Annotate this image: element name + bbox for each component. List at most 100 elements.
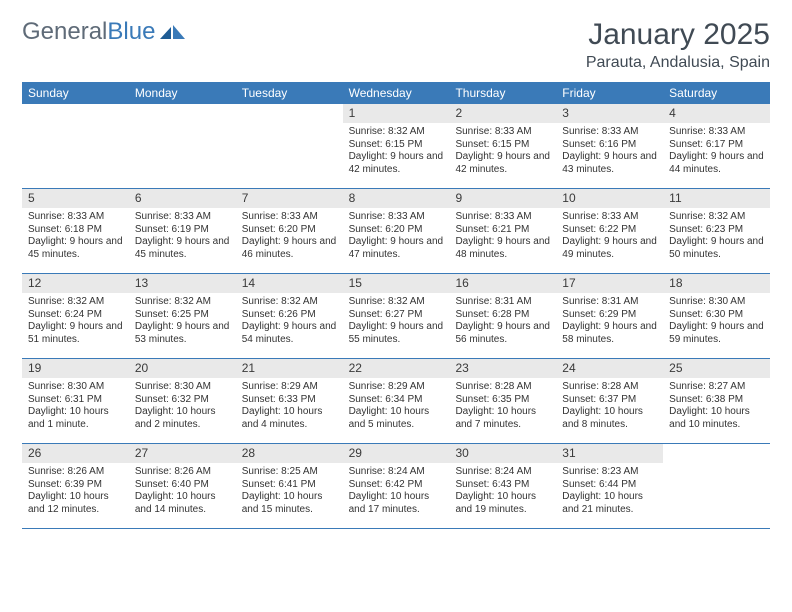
title-block: January 2025 Parauta, Andalusia, Spain <box>586 18 770 72</box>
sunset-line: Sunset: 6:19 PM <box>135 224 230 237</box>
sunrise-line: Sunrise: 8:29 AM <box>349 381 444 394</box>
day-number: 26 <box>22 444 129 463</box>
daylight-line: Daylight: 9 hours and 59 minutes. <box>669 321 764 346</box>
sunset-line: Sunset: 6:25 PM <box>135 309 230 322</box>
daylight-line: Daylight: 10 hours and 10 minutes. <box>669 406 764 431</box>
calendar-day-cell: 20Sunrise: 8:30 AMSunset: 6:32 PMDayligh… <box>129 359 236 443</box>
daylight-line: Daylight: 9 hours and 51 minutes. <box>28 321 123 346</box>
day-number: 23 <box>449 359 556 378</box>
daylight-line: Daylight: 9 hours and 56 minutes. <box>455 321 550 346</box>
calendar-day-cell: 28Sunrise: 8:25 AMSunset: 6:41 PMDayligh… <box>236 444 343 528</box>
calendar-week-row: 19Sunrise: 8:30 AMSunset: 6:31 PMDayligh… <box>22 359 770 444</box>
day-body: Sunrise: 8:33 AMSunset: 6:17 PMDaylight:… <box>663 123 770 181</box>
sunrise-line: Sunrise: 8:33 AM <box>135 211 230 224</box>
day-number: 3 <box>556 104 663 123</box>
day-of-week-header: SundayMondayTuesdayWednesdayThursdayFrid… <box>22 82 770 104</box>
daylight-line: Daylight: 9 hours and 54 minutes. <box>242 321 337 346</box>
sunset-line: Sunset: 6:22 PM <box>562 224 657 237</box>
day-number: 20 <box>129 359 236 378</box>
sunset-line: Sunset: 6:39 PM <box>28 479 123 492</box>
sunset-line: Sunset: 6:33 PM <box>242 394 337 407</box>
logo-text: GeneralBlue <box>22 18 155 46</box>
sunset-line: Sunset: 6:15 PM <box>349 139 444 152</box>
sunrise-line: Sunrise: 8:24 AM <box>349 466 444 479</box>
day-body: Sunrise: 8:31 AMSunset: 6:29 PMDaylight:… <box>556 293 663 351</box>
calendar-day-cell: 31Sunrise: 8:23 AMSunset: 6:44 PMDayligh… <box>556 444 663 528</box>
calendar-day-cell: 26Sunrise: 8:26 AMSunset: 6:39 PMDayligh… <box>22 444 129 528</box>
calendar-day-cell: 22Sunrise: 8:29 AMSunset: 6:34 PMDayligh… <box>343 359 450 443</box>
sunset-line: Sunset: 6:31 PM <box>28 394 123 407</box>
sunrise-line: Sunrise: 8:32 AM <box>28 296 123 309</box>
day-body: Sunrise: 8:32 AMSunset: 6:23 PMDaylight:… <box>663 208 770 266</box>
sunrise-line: Sunrise: 8:30 AM <box>28 381 123 394</box>
sunset-line: Sunset: 6:23 PM <box>669 224 764 237</box>
sunset-line: Sunset: 6:41 PM <box>242 479 337 492</box>
day-of-week-cell: Sunday <box>22 82 129 104</box>
calendar-day-cell: 15Sunrise: 8:32 AMSunset: 6:27 PMDayligh… <box>343 274 450 358</box>
daylight-line: Daylight: 9 hours and 45 minutes. <box>28 236 123 261</box>
daylight-line: Daylight: 10 hours and 4 minutes. <box>242 406 337 431</box>
day-number: 12 <box>22 274 129 293</box>
sunrise-line: Sunrise: 8:23 AM <box>562 466 657 479</box>
daylight-line: Daylight: 9 hours and 42 minutes. <box>349 151 444 176</box>
sunset-line: Sunset: 6:43 PM <box>455 479 550 492</box>
day-of-week-cell: Tuesday <box>236 82 343 104</box>
sunset-line: Sunset: 6:30 PM <box>669 309 764 322</box>
sunset-line: Sunset: 6:27 PM <box>349 309 444 322</box>
sunrise-line: Sunrise: 8:32 AM <box>669 211 764 224</box>
day-number: 2 <box>449 104 556 123</box>
day-number: 22 <box>343 359 450 378</box>
day-body: Sunrise: 8:30 AMSunset: 6:30 PMDaylight:… <box>663 293 770 351</box>
day-number: 30 <box>449 444 556 463</box>
sunset-line: Sunset: 6:20 PM <box>349 224 444 237</box>
day-body: Sunrise: 8:26 AMSunset: 6:40 PMDaylight:… <box>129 463 236 521</box>
weeks-container: ...1Sunrise: 8:32 AMSunset: 6:15 PMDayli… <box>22 104 770 529</box>
sunset-line: Sunset: 6:16 PM <box>562 139 657 152</box>
daylight-line: Daylight: 10 hours and 14 minutes. <box>135 491 230 516</box>
sunrise-line: Sunrise: 8:33 AM <box>349 211 444 224</box>
day-number: 5 <box>22 189 129 208</box>
day-body: Sunrise: 8:28 AMSunset: 6:35 PMDaylight:… <box>449 378 556 436</box>
sunset-line: Sunset: 6:28 PM <box>455 309 550 322</box>
day-body: Sunrise: 8:33 AMSunset: 6:22 PMDaylight:… <box>556 208 663 266</box>
day-body: Sunrise: 8:33 AMSunset: 6:19 PMDaylight:… <box>129 208 236 266</box>
day-body: Sunrise: 8:33 AMSunset: 6:15 PMDaylight:… <box>449 123 556 181</box>
calendar-day-cell: 7Sunrise: 8:33 AMSunset: 6:20 PMDaylight… <box>236 189 343 273</box>
sunset-line: Sunset: 6:40 PM <box>135 479 230 492</box>
sunrise-line: Sunrise: 8:30 AM <box>135 381 230 394</box>
day-number: 7 <box>236 189 343 208</box>
calendar-day-cell: 4Sunrise: 8:33 AMSunset: 6:17 PMDaylight… <box>663 104 770 188</box>
day-body: Sunrise: 8:30 AMSunset: 6:31 PMDaylight:… <box>22 378 129 436</box>
day-body: Sunrise: 8:32 AMSunset: 6:25 PMDaylight:… <box>129 293 236 351</box>
day-of-week-cell: Friday <box>556 82 663 104</box>
sunrise-line: Sunrise: 8:28 AM <box>455 381 550 394</box>
day-body: Sunrise: 8:25 AMSunset: 6:41 PMDaylight:… <box>236 463 343 521</box>
calendar-day-cell: 30Sunrise: 8:24 AMSunset: 6:43 PMDayligh… <box>449 444 556 528</box>
day-number: 9 <box>449 189 556 208</box>
daylight-line: Daylight: 10 hours and 21 minutes. <box>562 491 657 516</box>
calendar-day-cell: 6Sunrise: 8:33 AMSunset: 6:19 PMDaylight… <box>129 189 236 273</box>
calendar-day-cell: 16Sunrise: 8:31 AMSunset: 6:28 PMDayligh… <box>449 274 556 358</box>
sunrise-line: Sunrise: 8:33 AM <box>562 126 657 139</box>
sunrise-line: Sunrise: 8:29 AM <box>242 381 337 394</box>
sunset-line: Sunset: 6:35 PM <box>455 394 550 407</box>
sunrise-line: Sunrise: 8:32 AM <box>349 126 444 139</box>
day-body: Sunrise: 8:29 AMSunset: 6:33 PMDaylight:… <box>236 378 343 436</box>
daylight-line: Daylight: 10 hours and 19 minutes. <box>455 491 550 516</box>
page-header: GeneralBlue January 2025 Parauta, Andalu… <box>22 18 770 72</box>
day-number: 18 <box>663 274 770 293</box>
day-number: 10 <box>556 189 663 208</box>
sunset-line: Sunset: 6:26 PM <box>242 309 337 322</box>
sunrise-line: Sunrise: 8:27 AM <box>669 381 764 394</box>
daylight-line: Daylight: 9 hours and 58 minutes. <box>562 321 657 346</box>
calendar-day-cell: 2Sunrise: 8:33 AMSunset: 6:15 PMDaylight… <box>449 104 556 188</box>
day-body: Sunrise: 8:32 AMSunset: 6:27 PMDaylight:… <box>343 293 450 351</box>
sunset-line: Sunset: 6:44 PM <box>562 479 657 492</box>
daylight-line: Daylight: 10 hours and 7 minutes. <box>455 406 550 431</box>
day-number: 15 <box>343 274 450 293</box>
sunset-line: Sunset: 6:15 PM <box>455 139 550 152</box>
daylight-line: Daylight: 10 hours and 5 minutes. <box>349 406 444 431</box>
calendar-week-row: 12Sunrise: 8:32 AMSunset: 6:24 PMDayligh… <box>22 274 770 359</box>
calendar-week-row: ...1Sunrise: 8:32 AMSunset: 6:15 PMDayli… <box>22 104 770 189</box>
day-of-week-cell: Monday <box>129 82 236 104</box>
